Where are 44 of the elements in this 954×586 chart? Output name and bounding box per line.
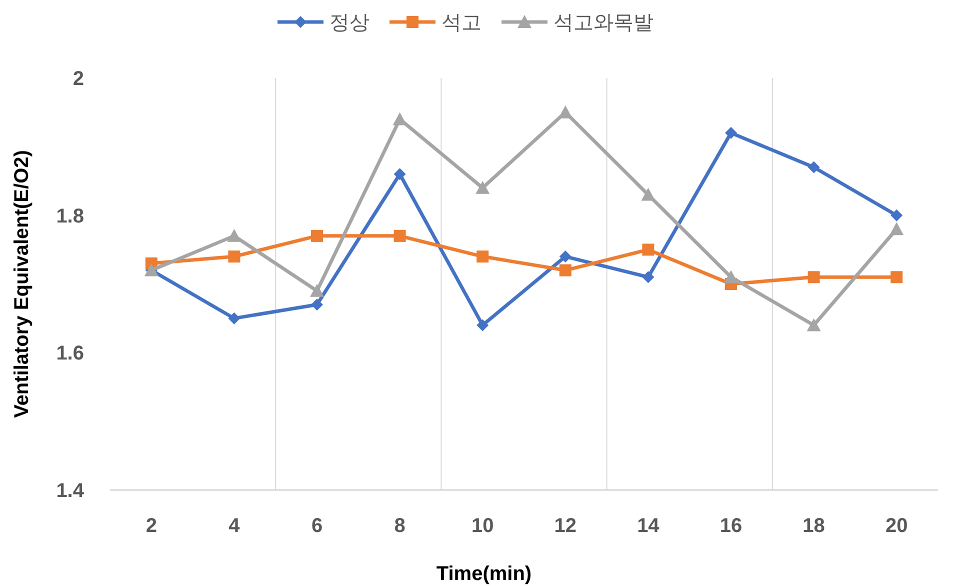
x-tick-label: 18 bbox=[802, 515, 825, 537]
legend-label: 정상 bbox=[330, 12, 370, 34]
x-tick-label: 4 bbox=[228, 515, 241, 537]
point bbox=[476, 250, 489, 263]
x-tick-label: 6 bbox=[311, 515, 323, 537]
x-axis-title: Time(min) bbox=[436, 563, 532, 585]
point bbox=[642, 244, 654, 256]
point bbox=[311, 298, 323, 311]
point bbox=[890, 271, 903, 284]
point bbox=[227, 228, 242, 242]
x-tick-label: 10 bbox=[471, 515, 494, 537]
point bbox=[890, 209, 903, 222]
point bbox=[228, 312, 240, 324]
y-tick-label: 1.6 bbox=[56, 342, 84, 365]
y-tick-label: 2 bbox=[72, 68, 84, 90]
point bbox=[642, 271, 654, 284]
point bbox=[394, 168, 406, 180]
point bbox=[725, 126, 737, 139]
y-axis-title: Ventilatory Equivalent(E/O2) bbox=[11, 150, 33, 418]
x-tick-label: 16 bbox=[720, 515, 742, 537]
point bbox=[641, 188, 656, 201]
point bbox=[394, 230, 406, 242]
y-tick-label: 1.4 bbox=[56, 480, 85, 502]
x-tick-label: 12 bbox=[554, 515, 577, 537]
point bbox=[228, 250, 240, 263]
point bbox=[559, 264, 572, 276]
point bbox=[476, 180, 490, 194]
legend-label: 석고와목발 bbox=[554, 12, 654, 34]
x-tick-label: 8 bbox=[394, 515, 406, 537]
point bbox=[311, 230, 323, 242]
point bbox=[310, 284, 324, 297]
x-tick-label: 14 bbox=[637, 515, 660, 537]
x-tick-label: 20 bbox=[885, 515, 908, 537]
point bbox=[808, 161, 820, 174]
point bbox=[724, 270, 738, 284]
point bbox=[890, 222, 904, 236]
legend-label: 석고 bbox=[442, 12, 482, 34]
point bbox=[476, 319, 489, 332]
point bbox=[559, 250, 572, 263]
point bbox=[808, 271, 820, 284]
point bbox=[806, 318, 821, 332]
point bbox=[558, 105, 572, 118]
y-tick-label: 1.8 bbox=[56, 205, 84, 228]
x-tick-label: 2 bbox=[146, 515, 157, 537]
